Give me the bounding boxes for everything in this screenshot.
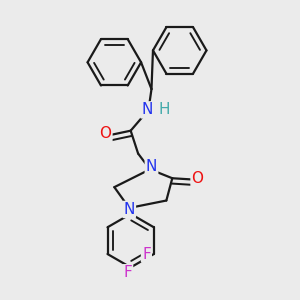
Text: N: N: [141, 102, 153, 117]
Text: F: F: [123, 265, 132, 280]
Text: N: N: [146, 159, 157, 174]
Text: F: F: [142, 247, 151, 262]
Text: N: N: [124, 202, 135, 217]
Text: O: O: [192, 171, 204, 186]
Text: H: H: [158, 102, 170, 117]
Text: O: O: [99, 126, 111, 141]
